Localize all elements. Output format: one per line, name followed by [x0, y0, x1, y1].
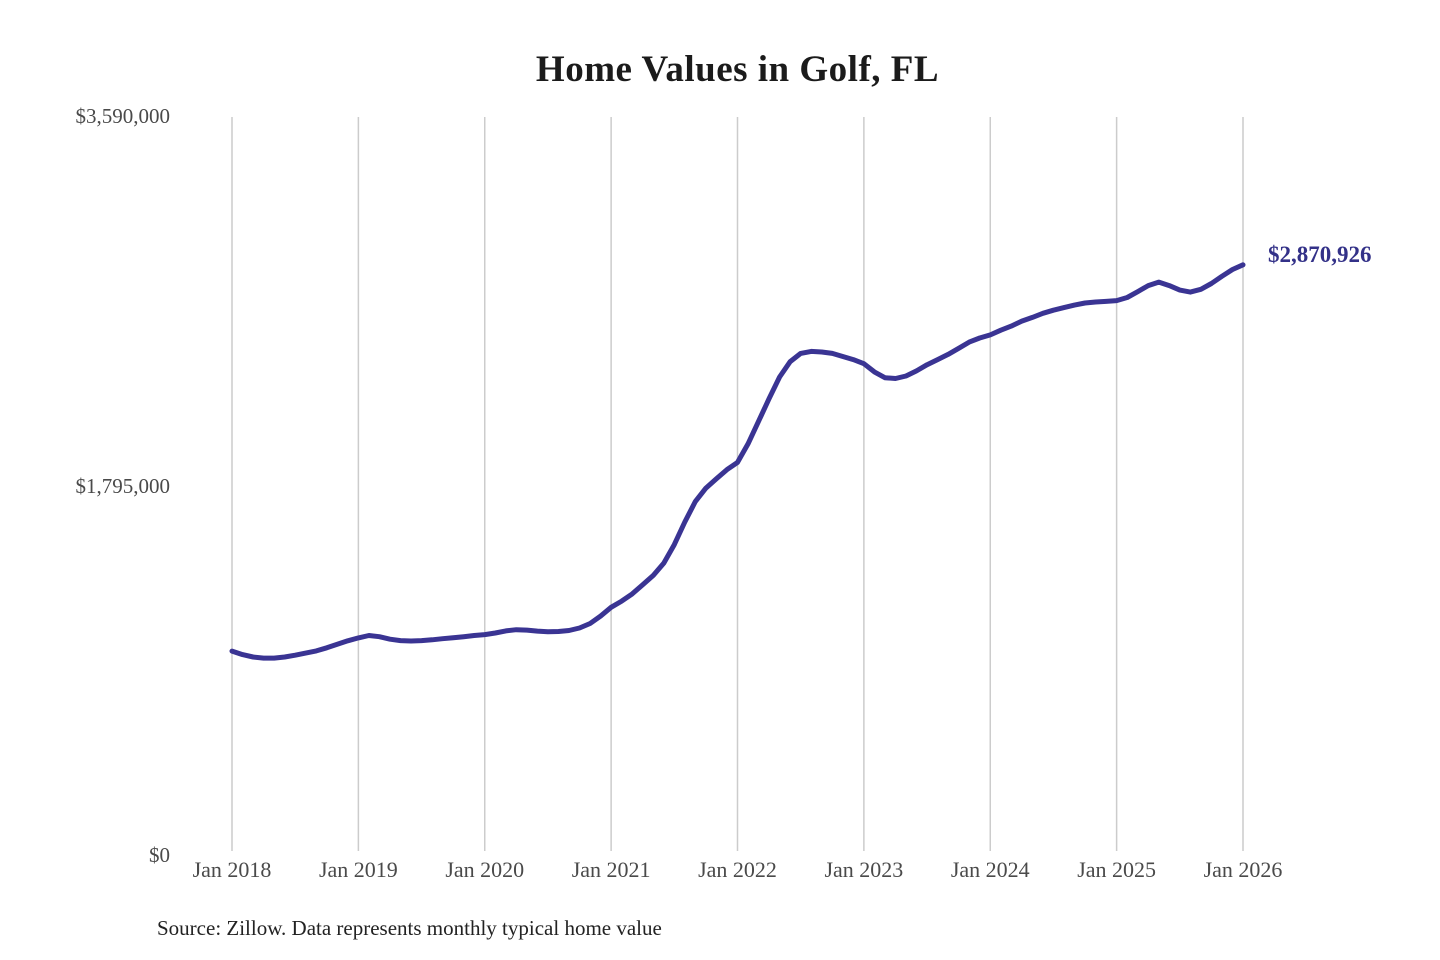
x-tick-jan-2023: Jan 2023	[824, 857, 904, 882]
x-tick-jan-2021: Jan 2021	[571, 857, 651, 882]
y-tick-3590000: $3,590,000	[75, 104, 171, 128]
y-tick-0: $0	[149, 843, 170, 867]
x-tick-jan-2022: Jan 2022	[698, 857, 777, 882]
y-tick-1795000: $1,795,000	[75, 474, 171, 498]
x-tick-jan-2020: Jan 2020	[445, 857, 525, 882]
home-value-line-series	[229, 262, 1246, 661]
x-tick-jan-2024: Jan 2024	[950, 857, 1030, 882]
x-tick-jan-2018: Jan 2018	[192, 857, 272, 882]
x-tick-jan-2019: Jan 2019	[318, 857, 398, 882]
x-tick-jan-2026: Jan 2026	[1203, 857, 1283, 882]
latest-value-label: $2,870,926	[1268, 242, 1372, 267]
x-tick-jan-2025: Jan 2025	[1077, 857, 1157, 882]
chart-title: Home Values in Golf, FL	[535, 49, 940, 90]
vertical-gridlines	[231, 117, 1244, 851]
source-note: Source: Zillow. Data represents monthly …	[157, 916, 662, 940]
